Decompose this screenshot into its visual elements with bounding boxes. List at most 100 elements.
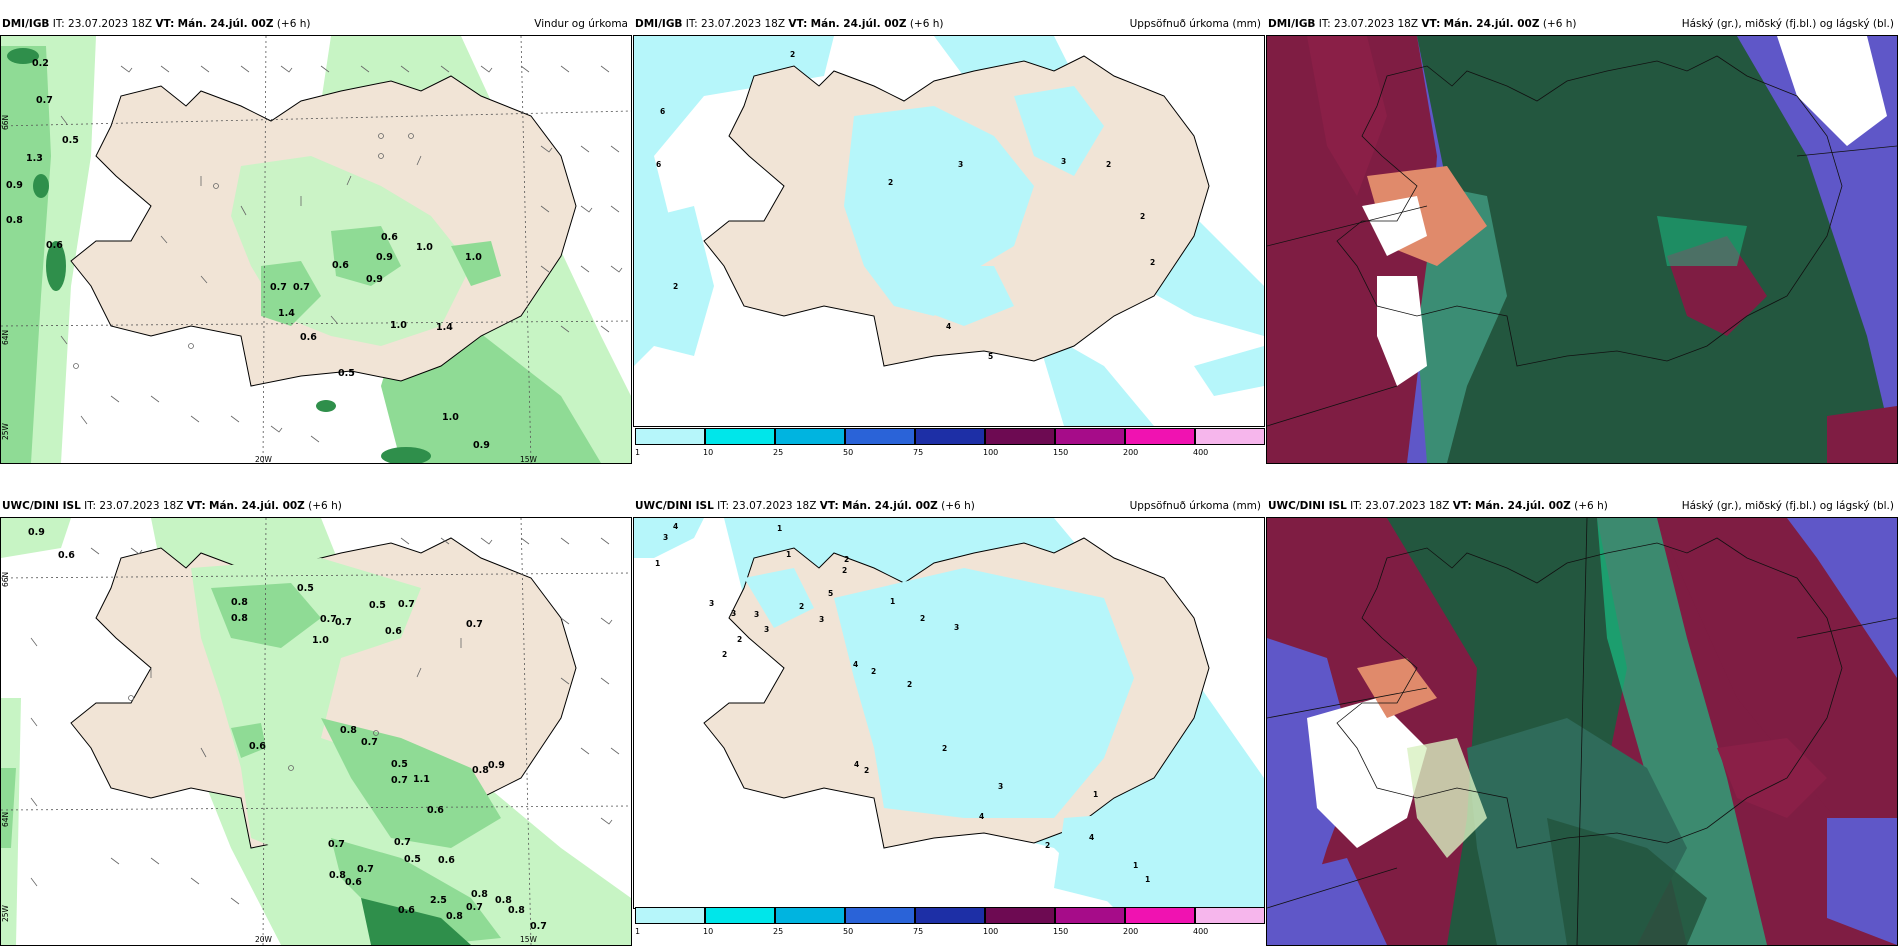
accum-value: 2 (888, 178, 894, 187)
precip-value: 0.5 (297, 583, 314, 594)
precip-value: 0.5 (62, 135, 79, 146)
accum-value: 6 (660, 107, 666, 116)
panel-accum-precip-dmi: DMI/IGB IT: 23.07.2023 18Z VT: Mán. 24.j… (633, 15, 1265, 465)
precip-value: 1.0 (416, 242, 433, 253)
it-label: IT: (717, 500, 730, 512)
legend-swatch (705, 428, 775, 445)
lon-label-25w: 25W (1, 905, 10, 922)
precip-value: 0.8 (340, 725, 357, 736)
precip-value: 1.0 (442, 412, 459, 423)
precip-value: 0.6 (438, 855, 455, 866)
lat-label-66n: 66N (1, 114, 10, 130)
accum-value: 2 (1150, 258, 1156, 267)
cloud-map (1266, 35, 1898, 464)
accum-value: 6 (656, 160, 662, 169)
vt-label: VT: (819, 500, 839, 512)
accum-value: 2 (871, 667, 877, 676)
forecast-offset: (+6 h) (941, 500, 975, 512)
vt-value: Mán. 24.júl. 00Z (1475, 500, 1571, 512)
precip-value: 0.8 (472, 765, 489, 776)
accum-value: 2 (1045, 841, 1051, 850)
accum-value: 1 (890, 597, 896, 606)
panel-cloud-uwc: UWC/DINI ISL IT: 23.07.2023 18Z VT: Mán.… (1266, 497, 1898, 947)
precip-value: 0.9 (28, 527, 45, 538)
legend-swatch (635, 907, 705, 924)
legend-tick: 400 (1193, 927, 1209, 936)
accum-value: 1 (1145, 875, 1151, 884)
precip-value: 0.9 (6, 180, 23, 191)
panel-title: Háský (gr.), miðský (fj.bl.) og lágský (… (1681, 18, 1894, 30)
accum-value: 1 (1093, 790, 1099, 799)
precip-value: 0.8 (6, 215, 23, 226)
vt-value: Mán. 24.júl. 00Z (1443, 18, 1540, 30)
panel-header: DMI/IGB IT: 23.07.2023 18Z VT: Mán. 24.j… (1268, 18, 1576, 30)
precip-value: 1.0 (465, 252, 482, 263)
forecast-offset: (+6 h) (1542, 18, 1577, 30)
legend-swatch (1055, 907, 1125, 924)
accum-value: 2 (737, 635, 743, 644)
lat-label-64n: 64N (1, 811, 10, 827)
precip-value: 0.7 (394, 837, 411, 848)
legend-tick: 200 (1123, 927, 1139, 936)
precip-value: 0.7 (391, 775, 408, 786)
precip-value: 1.4 (278, 308, 295, 319)
accum-value: 3 (998, 782, 1004, 791)
accum-value: 3 (754, 610, 760, 619)
accum-value: 2 (907, 680, 913, 689)
accum-value: 2 (942, 744, 948, 753)
legend-swatch (775, 907, 845, 924)
panel-title: Uppsöfnuð úrkoma (mm) (1129, 18, 1261, 30)
it-value: 23.07.2023 18Z (701, 18, 786, 30)
accum-value: 3 (954, 623, 960, 632)
legend-tick: 100 (983, 927, 999, 936)
vt-label: VT: (788, 18, 808, 30)
legend-swatch (985, 428, 1055, 445)
model-name: DMI/IGB (2, 18, 50, 30)
legend-swatch (635, 428, 705, 445)
model-name: UWC/DINI ISL (1268, 500, 1347, 512)
wind-precip-map (0, 35, 632, 464)
accum-value: 5 (988, 352, 994, 361)
model-name: UWC/DINI ISL (2, 500, 81, 512)
precip-value: 0.6 (332, 260, 349, 271)
precip-value: 0.8 (495, 895, 512, 906)
precip-value: 0.6 (345, 877, 362, 888)
model-name: UWC/DINI ISL (635, 500, 714, 512)
accum-value: 3 (663, 533, 669, 542)
precip-value: 0.7 (335, 617, 352, 628)
accum-value: 1 (655, 559, 661, 568)
legend-tick: 10 (703, 448, 714, 457)
accum-precip-map (633, 517, 1265, 909)
precip-value: 1.1 (413, 774, 430, 785)
precip-value: 0.6 (427, 805, 444, 816)
model-name: DMI/IGB (1268, 18, 1316, 30)
panel-header: UWC/DINI ISL IT: 23.07.2023 18Z VT: Mán.… (2, 500, 342, 512)
panel-title: Vindur og úrkoma (534, 18, 628, 30)
precip-value: 0.9 (488, 760, 505, 771)
panel-cloud-dmi: DMI/IGB IT: 23.07.2023 18Z VT: Mán. 24.j… (1266, 15, 1898, 465)
panel-header: DMI/IGB IT: 23.07.2023 18Z VT: Mán. 24.j… (635, 18, 943, 30)
lon-label-20w: 20W (255, 935, 272, 944)
legend-tick: 50 (843, 448, 854, 457)
legend-tick: 1 (635, 448, 641, 457)
precip-value: 0.6 (385, 626, 402, 637)
vt-label: VT: (1421, 18, 1441, 30)
accum-value: 2 (920, 614, 926, 623)
panel-wind-precip-dmi: DMI/IGB IT: 23.07.2023 18Z VT: Mán. 24.j… (0, 15, 632, 465)
legend-swatch (845, 907, 915, 924)
precip-value: 0.7 (320, 614, 337, 625)
legend-tick: 10 (703, 927, 714, 936)
precip-value: 0.7 (293, 282, 310, 293)
wind-precip-map (0, 517, 632, 946)
precip-value: 0.6 (398, 905, 415, 916)
accum-value: 4 (1089, 833, 1095, 842)
precip-value: 0.6 (381, 232, 398, 243)
forecast-offset: (+6 h) (276, 18, 311, 30)
legend-swatch (1195, 428, 1265, 445)
precip-value: 0.8 (329, 870, 346, 881)
accum-value: 2 (790, 50, 796, 59)
accum-value: 4 (979, 812, 985, 821)
panel-title: Uppsöfnuð úrkoma (mm) (1129, 500, 1261, 512)
legend-tick: 75 (913, 448, 924, 457)
precip-value: 0.7 (530, 921, 547, 932)
